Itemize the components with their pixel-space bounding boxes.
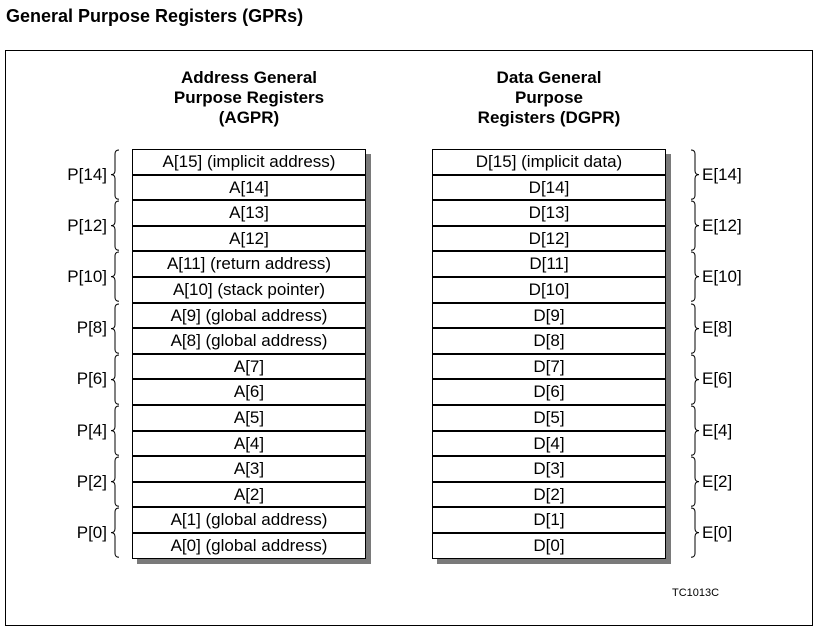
register-cell: A[4] <box>132 430 366 457</box>
register-cell: D[6] <box>432 379 666 405</box>
brace-icon <box>110 303 120 359</box>
register-cell: A[6] <box>132 379 366 405</box>
register-cell: A[8] (global address) <box>132 328 366 354</box>
register-pair-label: E[0] <box>702 523 733 542</box>
brace-icon <box>110 149 120 205</box>
register-cell: A[15] (implicit address) <box>132 149 366 175</box>
register-pair-label: P[4] <box>76 420 107 440</box>
register-cell: A[0] (global address) <box>132 533 366 559</box>
register-cell: D[3] <box>432 456 666 482</box>
address-column-heading: Address General Purpose Registers (AGPR) <box>173 68 325 127</box>
brace-icon <box>690 405 700 461</box>
register-pair-label: E[2] <box>702 471 733 491</box>
register-cell: D[4] <box>432 430 666 457</box>
register-pair-label: P[12] <box>67 215 107 235</box>
register-pair-label: P[10] <box>67 267 107 286</box>
register-cell: A[13] <box>132 200 366 226</box>
register-cell: D[15] (implicit data) <box>432 149 666 175</box>
brace-icon <box>690 251 700 307</box>
register-cell: A[2] <box>132 481 366 508</box>
page-title: General Purpose Registers (GPRs) <box>6 6 304 26</box>
register-cell: D[7] <box>432 353 666 380</box>
register-cell: A[1] (global address) <box>132 507 366 533</box>
brace-icon <box>690 303 700 359</box>
register-pair-label: P[0] <box>76 523 107 542</box>
register-cell: A[7] <box>132 353 366 380</box>
register-cell: D[1] <box>432 507 666 533</box>
brace-icon <box>110 354 120 410</box>
register-pair-label: P[2] <box>76 471 107 491</box>
register-cell: D[2] <box>432 481 666 508</box>
register-pair-label: P[6] <box>76 369 107 389</box>
register-cell: D[9] <box>432 302 666 329</box>
register-cell: D[5] <box>432 405 666 431</box>
register-cell: D[10] <box>432 277 666 303</box>
brace-icon <box>110 200 120 256</box>
register-pair-label: E[6] <box>702 369 733 389</box>
brace-icon <box>690 507 700 563</box>
register-cell: A[5] <box>132 405 366 431</box>
brace-icon <box>110 507 120 563</box>
register-pair-label: E[12] <box>702 215 742 235</box>
register-cell: D[14] <box>432 174 666 201</box>
register-cell: D[0] <box>432 533 666 559</box>
figure-code: TC1013C <box>672 587 720 599</box>
brace-icon <box>110 456 120 512</box>
diagram-frame <box>5 50 813 626</box>
brace-icon <box>690 354 700 410</box>
register-cell: A[10] (stack pointer) <box>132 277 366 303</box>
register-pair-label: E[8] <box>702 318 733 338</box>
register-pair-label: P[8] <box>76 318 107 338</box>
register-cell: A[11] (return address) <box>132 251 366 277</box>
register-cell: D[12] <box>432 225 666 252</box>
brace-icon <box>690 456 700 512</box>
data-column-heading: Data General Purpose Registers (DGPR) <box>477 68 621 127</box>
register-pair-label: E[10] <box>702 267 742 286</box>
register-cell: A[9] (global address) <box>132 302 366 329</box>
register-cell: A[3] <box>132 456 366 482</box>
brace-icon <box>690 200 700 256</box>
brace-icon <box>690 149 700 205</box>
register-cell: A[14] <box>132 174 366 201</box>
brace-icon <box>110 251 120 307</box>
register-cell: D[8] <box>432 328 666 354</box>
brace-icon <box>110 405 120 461</box>
register-pair-label: P[14] <box>67 164 107 184</box>
register-cell: D[11] <box>432 251 666 277</box>
register-pair-label: E[14] <box>702 164 742 184</box>
register-cell: A[12] <box>132 225 366 252</box>
register-cell: D[13] <box>432 200 666 226</box>
register-pair-label: E[4] <box>702 420 733 440</box>
